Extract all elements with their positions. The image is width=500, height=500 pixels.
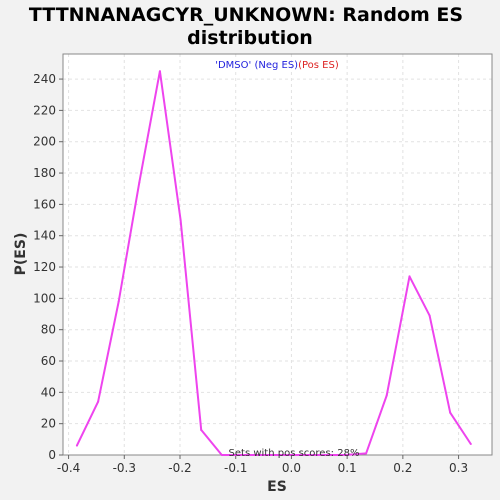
data-point — [365, 452, 368, 455]
y-tick-label: 180 — [33, 166, 56, 180]
data-point — [469, 443, 472, 446]
pos-scores-annotation: Sets with pos scores: 28% — [229, 448, 360, 459]
legend-neg-es: 'DMSO' (Neg ES) — [215, 60, 298, 71]
x-tick-label: 0.0 — [282, 461, 301, 475]
y-tick-label: 240 — [33, 72, 56, 86]
data-point — [97, 400, 100, 403]
legend-pos-es: (Pos ES) — [298, 60, 339, 71]
y-tick-label: 40 — [41, 385, 56, 399]
x-tick-label: -0.1 — [224, 461, 247, 475]
data-point — [241, 454, 244, 456]
data-point — [138, 181, 141, 184]
data-point — [303, 454, 306, 456]
data-point — [428, 314, 431, 317]
x-tick-label: 0.2 — [393, 461, 412, 475]
x-tick-label: -0.3 — [113, 461, 136, 475]
chart-title-line1: TTTNNANAGCYR_UNKNOWN: Random ES — [29, 4, 463, 26]
y-tick-label: 160 — [33, 197, 56, 211]
data-point — [179, 219, 182, 222]
data-point — [344, 454, 347, 456]
y-tick-label: 100 — [33, 291, 56, 305]
data-point — [408, 275, 411, 278]
es-distribution-line — [75, 70, 472, 456]
y-axis-label: P(ES) — [13, 233, 29, 276]
y-tick-label: 200 — [33, 135, 56, 149]
x-tick-label: 0.1 — [338, 461, 357, 475]
y-tick-label: 20 — [41, 417, 56, 431]
data-point — [385, 394, 388, 397]
chart-title-line2: distribution — [187, 27, 313, 49]
x-tick-label: 0.3 — [449, 461, 468, 475]
data-point — [200, 428, 203, 431]
data-point — [220, 454, 223, 456]
x-axis-label: ES — [267, 479, 287, 495]
y-tick-label: 0 — [48, 448, 56, 462]
y-tick-label: 140 — [33, 229, 56, 243]
data-point — [449, 411, 452, 414]
data-point — [75, 444, 78, 447]
data-point — [282, 454, 285, 456]
x-tick-label: -0.2 — [168, 461, 191, 475]
y-tick-label: 80 — [41, 323, 56, 337]
data-point — [158, 70, 161, 73]
data-point — [323, 454, 326, 456]
y-tick-label: 60 — [41, 354, 56, 368]
data-point — [262, 454, 265, 456]
x-tick-label: -0.4 — [57, 461, 80, 475]
y-tick-label: 220 — [33, 103, 56, 117]
data-point — [117, 300, 120, 303]
y-tick-label: 120 — [33, 260, 56, 274]
legend-subtitle: 'DMSO' (Neg ES)(Pos ES) — [215, 60, 339, 71]
plot-area — [63, 54, 492, 455]
